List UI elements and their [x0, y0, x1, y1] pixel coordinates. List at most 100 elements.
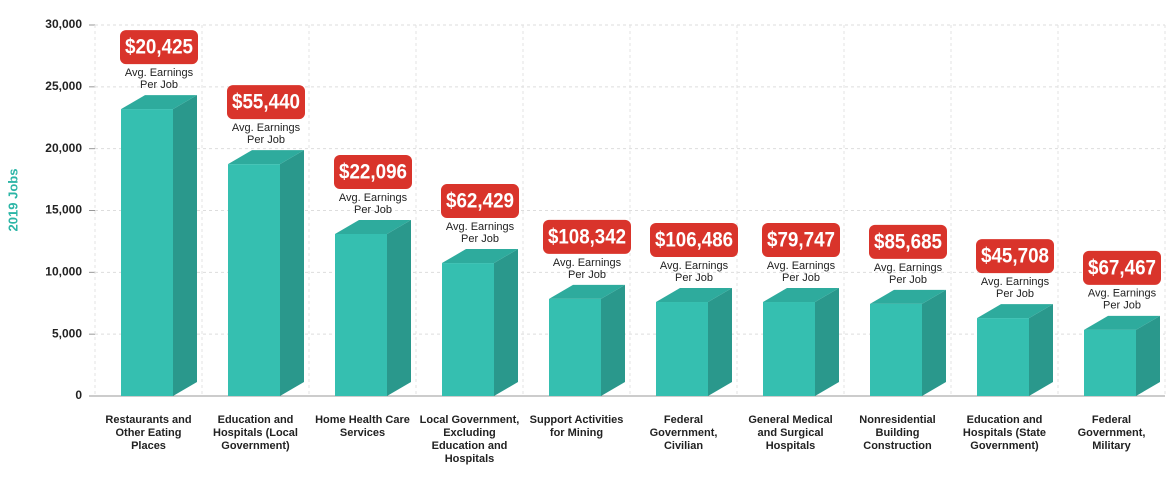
earnings-caption: Per Job	[782, 272, 820, 284]
bar-top	[228, 150, 304, 165]
bar	[335, 219, 411, 396]
bar-front	[442, 263, 494, 396]
x-tick-label: Education and Hospitals (State Governmen…	[962, 414, 1047, 452]
x-tick-label: Federal Government, Military	[1077, 414, 1146, 452]
bar	[656, 288, 732, 396]
bar-side	[494, 249, 518, 396]
earnings-caption: Avg. Earnings	[981, 276, 1050, 288]
bar-front	[121, 109, 173, 397]
bar-top	[870, 289, 946, 304]
bar-side	[708, 288, 732, 396]
bar-top	[442, 249, 518, 264]
bar-top	[335, 219, 411, 234]
earnings-label: $108,342	[548, 225, 626, 248]
x-tick-label: Education and Hospitals (Local Governmen…	[213, 414, 298, 452]
bar	[442, 249, 518, 396]
earnings-box	[543, 219, 631, 254]
earnings-label: $85,685	[874, 230, 942, 253]
y-tick-label: 25,000	[45, 79, 82, 93]
bar-side	[387, 219, 411, 396]
bar-front	[1084, 329, 1136, 396]
bar	[977, 304, 1053, 396]
earnings-caption: Per Job	[1103, 300, 1141, 312]
bar-side	[1136, 315, 1160, 396]
bar	[549, 284, 625, 396]
earnings-box	[334, 154, 412, 189]
bar-side	[922, 289, 946, 396]
earnings-label: $106,486	[655, 229, 733, 252]
bar-top	[121, 95, 197, 110]
bar	[1084, 315, 1160, 396]
x-tick-label: Support Activities for Mining	[529, 414, 624, 439]
x-tick-label: Federal Government, Civilian	[649, 414, 718, 452]
earnings-caption: Avg. Earnings	[874, 262, 943, 274]
earnings-caption: Avg. Earnings	[1088, 288, 1157, 300]
bar-side	[601, 284, 625, 396]
earnings-label: $62,429	[446, 190, 514, 213]
earnings-caption: Per Job	[247, 134, 285, 146]
y-tick-label: 30,000	[45, 17, 82, 31]
earnings-box	[762, 223, 840, 258]
y-tick-label: 15,000	[45, 203, 82, 217]
x-tick-label: Home Health Care Services	[315, 414, 410, 439]
bar-front	[870, 303, 922, 396]
earnings-caption: Avg. Earnings	[767, 260, 836, 272]
earnings-label: $55,440	[232, 91, 300, 114]
earnings-caption: Avg. Earnings	[232, 122, 301, 134]
bar-front	[549, 298, 601, 396]
bar-front	[228, 164, 280, 396]
bar-front	[335, 233, 387, 396]
bar	[228, 150, 304, 396]
earnings-caption: Avg. Earnings	[660, 260, 729, 272]
earnings-caption: Avg. Earnings	[446, 221, 515, 233]
bar-top	[763, 288, 839, 303]
x-tick-label: Nonresidential Building Construction	[859, 414, 936, 452]
earnings-label: $22,096	[339, 161, 407, 184]
earnings-box	[120, 30, 198, 65]
earnings-box	[976, 239, 1054, 274]
x-tick-label: Local Government, Excluding Education an…	[419, 414, 520, 465]
bar-top	[977, 304, 1053, 319]
earnings-box	[1083, 250, 1161, 285]
earnings-box	[869, 224, 947, 259]
x-tick-label: Restaurants and Other Eating Places	[105, 414, 192, 452]
bar-top	[549, 284, 625, 299]
y-tick-label: 20,000	[45, 141, 82, 155]
earnings-caption: Per Job	[568, 269, 606, 281]
bar-side	[173, 95, 197, 397]
earnings-box	[650, 223, 738, 258]
y-axis-label: 2019 Jobs	[5, 169, 20, 232]
earnings-caption: Per Job	[354, 204, 392, 216]
earnings-caption: Per Job	[140, 79, 178, 91]
earnings-label: $45,708	[981, 245, 1049, 268]
bar-front	[763, 302, 815, 396]
earnings-caption: Avg. Earnings	[553, 257, 622, 269]
bar	[121, 95, 197, 397]
earnings-caption: Per Job	[889, 274, 927, 286]
y-tick-label: 0	[75, 388, 82, 402]
earnings-label: $79,747	[767, 229, 835, 252]
x-tick-label: General Medical and Surgical Hospitals	[748, 414, 833, 452]
earnings-caption: Per Job	[461, 233, 499, 245]
bar-side	[1029, 304, 1053, 396]
earnings-caption: Avg. Earnings	[125, 67, 194, 79]
earnings-caption: Per Job	[996, 288, 1034, 300]
bar	[763, 288, 839, 396]
earnings-box	[441, 184, 519, 219]
bar-side	[815, 288, 839, 396]
bar-top	[656, 288, 732, 303]
bar-top	[1084, 315, 1160, 330]
earnings-box	[227, 85, 305, 120]
earnings-label: $20,425	[125, 36, 193, 59]
bar-front	[977, 318, 1029, 396]
y-tick-label: 5,000	[52, 326, 82, 340]
earnings-caption: Avg. Earnings	[339, 192, 408, 204]
bar-front	[656, 302, 708, 396]
y-tick-label: 10,000	[45, 265, 82, 279]
bar	[870, 289, 946, 396]
bar-side	[280, 150, 304, 396]
earnings-label: $67,467	[1088, 256, 1156, 279]
earnings-caption: Per Job	[675, 272, 713, 284]
